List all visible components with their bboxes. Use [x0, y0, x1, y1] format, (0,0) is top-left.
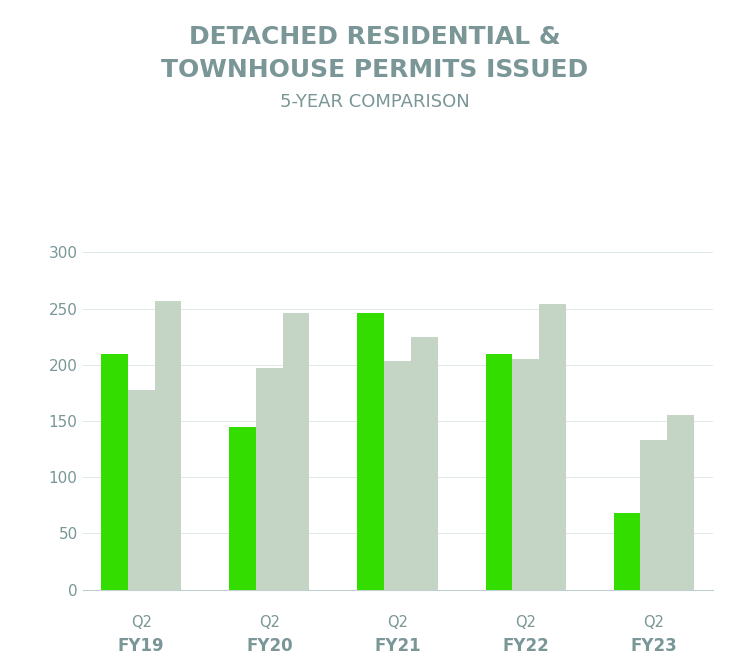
Text: FY21: FY21 — [374, 636, 421, 655]
Text: FY20: FY20 — [246, 636, 292, 655]
Bar — [512, 359, 539, 590]
Bar — [384, 361, 411, 590]
Text: Q2: Q2 — [515, 614, 536, 630]
Bar — [667, 415, 694, 590]
Text: FY22: FY22 — [503, 636, 549, 655]
Bar — [485, 354, 512, 590]
Bar — [154, 301, 182, 590]
Text: DETACHED RESIDENTIAL &: DETACHED RESIDENTIAL & — [189, 25, 561, 49]
Bar — [640, 440, 667, 590]
Text: FY23: FY23 — [631, 636, 677, 655]
Bar — [283, 313, 310, 590]
Bar — [539, 304, 566, 590]
Bar — [230, 427, 256, 590]
Text: Q2: Q2 — [644, 614, 664, 630]
Bar — [411, 337, 437, 590]
Text: Q2: Q2 — [387, 614, 408, 630]
Bar — [128, 389, 154, 590]
Text: Q2: Q2 — [130, 614, 152, 630]
Text: 5-YEAR COMPARISON: 5-YEAR COMPARISON — [280, 93, 470, 111]
Bar — [614, 513, 640, 590]
Text: Q2: Q2 — [259, 614, 280, 630]
Text: TOWNHOUSE PERMITS ISSUED: TOWNHOUSE PERMITS ISSUED — [161, 58, 589, 82]
Bar — [101, 354, 128, 590]
Text: FY19: FY19 — [118, 636, 164, 655]
Bar — [256, 369, 283, 590]
Bar — [358, 313, 384, 590]
